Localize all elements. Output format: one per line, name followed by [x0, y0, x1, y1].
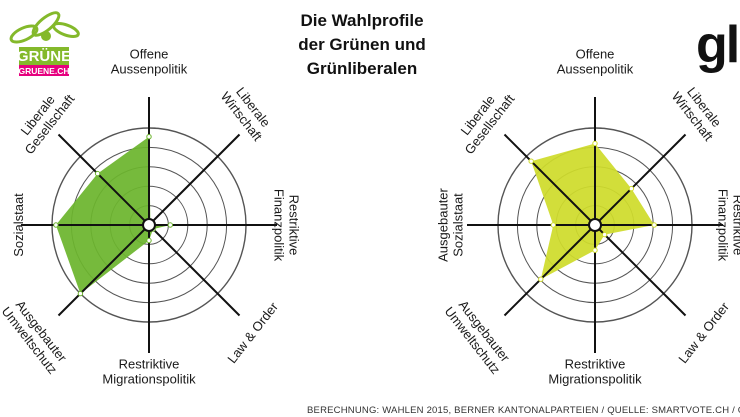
title-line-1: Die Wahlprofile [300, 11, 423, 30]
axis-label-sozialstaat: Sozialstaat [11, 193, 26, 257]
spoke-liberale-gesellschaft [503, 133, 596, 226]
spoke-liberale-wirtschaft [148, 133, 241, 226]
source-footer: BERECHNUNG: WAHLEN 2015, BERNER KANTONAL… [307, 405, 740, 416]
axis-label-offene-aussenpolitik: Offene Aussenpolitik [111, 47, 188, 77]
axis-label-offene-aussenpolitik: Offene Aussenpolitik [557, 47, 634, 77]
axis-label-restriktive-migrationspolitik: Restriktive Migrationspolitik [548, 357, 642, 387]
axis-label-ausgebauter-umweltschutz: AusgebauterUmweltschutz [442, 295, 515, 377]
data-point-restriktive-migrationspolitik [146, 237, 152, 244]
radar-center [142, 218, 156, 232]
data-point-restriktive-migrationspolitik [592, 247, 598, 253]
axis-label-liberale-gesellschaft: LiberaleGesellschaft [10, 82, 78, 157]
spoke-ausgebauter-umweltschutz [57, 224, 150, 317]
radar-chart-gruene: Offene Aussenpolitik LiberaleWirtschaft Res… [0, 47, 302, 387]
data-point-ausgebauter-umweltschutz [77, 290, 84, 297]
title-line-2: der Grünen und [298, 35, 426, 54]
data-point-ausgebauter-sozialstaat [550, 222, 556, 228]
spoke-ausgebauter-umweltschutz [503, 224, 596, 317]
data-point-liberale-gesellschaft [94, 170, 101, 177]
axis-label-liberale-wirtschaft: LiberaleWirtschaft [218, 80, 277, 144]
data-point-offene-aussenpolitik [146, 134, 152, 140]
data-point-ausgebauter-umweltschutz [538, 276, 544, 282]
data-point-liberale-wirtschaft [628, 185, 635, 192]
data-point-restriktive-finanzpolitik [167, 222, 174, 228]
spoke-liberale-gesellschaft [57, 133, 150, 226]
radar-area [55, 136, 171, 294]
data-point-law-and-order [601, 231, 608, 238]
radar-area [531, 143, 655, 280]
sunflower-icon [9, 11, 80, 44]
axis-label-liberale-gesellschaft: LiberaleGesellschaft [450, 82, 518, 157]
data-point-sozialstaat [53, 222, 59, 228]
axis-label-ausgebauter-umweltschutz: AusgebauterUmweltschutz [0, 295, 72, 377]
data-point-offene-aussenpolitik [592, 140, 598, 147]
axis-label-restriktive-migrationspolitik: Restriktive Migrationspolitik [102, 357, 196, 387]
axis-label-restriktive-finanzpolitik: RestriktiveFinanzpolitik [272, 189, 302, 262]
axis-label-law-and-order: Law & Order [675, 299, 732, 366]
axis-label-ausgebauter-sozialstaat: AusgebauterSozialstaat [436, 187, 466, 261]
spoke-liberale-wirtschaft [594, 133, 687, 226]
gruene-logo: GRÜNE GRUENE.CH [9, 11, 80, 76]
title-line-3: Grünliberalen [307, 59, 418, 78]
axis-label-restriktive-finanzpolitik: RestriktiveFinanzpolitik [716, 189, 740, 262]
data-point-restriktive-finanzpolitik [651, 222, 657, 228]
gruene-logo-url: GRUENE.CH [18, 66, 69, 76]
radar-chart-grunliberale: Offene Aussenpolitik LiberaleWirtschaft Res… [436, 47, 740, 387]
page-title: Die Wahlprofile der Grünen und Grünliber… [298, 11, 426, 78]
gruene-logo-name: GRÜNE [17, 48, 71, 65]
axis-label-liberale-wirtschaft: LiberaleWirtschaft [669, 80, 728, 144]
spoke-law-and-order [594, 224, 687, 317]
radar-center [588, 218, 602, 232]
glp-logo: glp [696, 16, 740, 74]
spoke-law-and-order [148, 224, 241, 317]
data-point-liberale-gesellschaft [528, 158, 534, 164]
